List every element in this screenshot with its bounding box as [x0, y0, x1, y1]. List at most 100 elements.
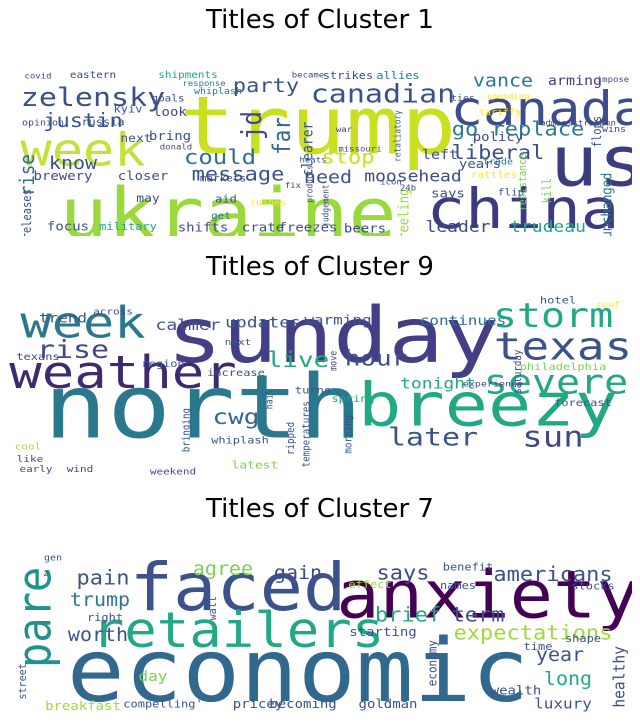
word-russia: russia [81, 116, 124, 128]
word-message: message [192, 163, 285, 185]
word-breezy: breezy [358, 369, 618, 440]
word-donald: donald [160, 142, 192, 151]
word-judgement: judgement [320, 184, 331, 226]
word-z: z [43, 568, 49, 578]
word-shape: shape [565, 631, 601, 644]
word-stop: stop [322, 146, 375, 168]
word-retaliatory: retaliatory [392, 110, 403, 162]
word-military: military [99, 221, 157, 233]
word-pricey: pricey [233, 698, 284, 712]
word-americans: americans [493, 562, 612, 586]
word-trump: trump [70, 589, 130, 611]
word-allies: allies [376, 70, 419, 82]
word-healthy: healthy [610, 646, 629, 708]
word-need: need [304, 168, 352, 187]
word-sun: sun [522, 421, 583, 454]
word-day: day [139, 668, 168, 685]
word-effect: effect [348, 577, 391, 590]
word-time: time [524, 640, 553, 653]
word-know: know [49, 154, 98, 173]
word-cwg: cwg [213, 404, 260, 429]
word-philadelphia: philadelphia [520, 361, 607, 373]
word-canada: canada [450, 81, 632, 136]
word-temperatures: temperatures [301, 401, 313, 467]
word-storm: storm [493, 296, 613, 335]
word-party: party [233, 74, 299, 96]
word-look: look [153, 106, 187, 120]
word-wealth: wealth [491, 684, 542, 698]
word-hour: hour [345, 346, 408, 371]
word-severe: severe [484, 363, 628, 402]
word-long: long [544, 668, 592, 690]
word-tariffs: tariffs [479, 107, 521, 117]
word-warming: warming [304, 313, 371, 328]
word-flops: flops [591, 116, 605, 147]
word-right: right [87, 610, 123, 623]
word-policy: policy [473, 131, 524, 145]
word-weekend: weekend [150, 467, 196, 476]
word-flip: flip [498, 187, 524, 198]
word-next: next [225, 338, 251, 348]
word-forecast: forecast [554, 397, 612, 409]
word-region: region [141, 358, 184, 370]
word-move: move [328, 351, 340, 371]
word-resistance: resistance [517, 153, 530, 211]
word-experience: experience [463, 379, 523, 389]
word-get: get [211, 210, 231, 221]
cluster-7-title: Titles of Cluster 7 [206, 494, 434, 524]
word-unchanged: unchanged [600, 173, 616, 236]
word-us: us [550, 120, 632, 202]
word-goldman: goldman [359, 698, 418, 712]
word-releases: releases [21, 189, 35, 236]
word-goals: goals [151, 93, 184, 104]
word-gain: gain [274, 562, 322, 584]
word-years: years [459, 158, 501, 172]
word-term: term [452, 602, 505, 626]
word-whiplash: whiplash [211, 435, 269, 447]
word-eastern: eastern [70, 70, 116, 81]
word-wind: wind [67, 465, 93, 475]
word-markets: markets [200, 173, 246, 184]
word-rushes: rushes [250, 198, 286, 208]
word-crate: crate [242, 221, 284, 235]
word-focus: focus [47, 220, 89, 234]
word-ties: ties [451, 94, 475, 104]
word-war: war [336, 125, 352, 134]
word-kill: kill [541, 178, 555, 203]
word-pare: pare [9, 567, 62, 668]
word-street: street [17, 663, 30, 699]
cluster-1-title: Titles of Cluster 1 [206, 5, 434, 35]
word-reeling: reeling [397, 189, 413, 236]
word-pain: pain [77, 566, 130, 590]
word-week: week [20, 125, 145, 177]
word-spring: spring [331, 393, 374, 405]
word-north: north [43, 356, 362, 459]
word-tonight: tonight [400, 375, 476, 392]
word-benefit: benefit [443, 560, 494, 573]
word-ripped: ripped [286, 422, 298, 455]
word-becoming: becoming [269, 698, 336, 712]
word-left: left [422, 148, 458, 163]
word-compelling-: compelling' [123, 697, 202, 710]
word-trudeau: trudeau [510, 217, 586, 236]
word-weather: weather [9, 346, 236, 399]
word-ukraine: ukraine [59, 173, 396, 236]
word-calmer: calmer [156, 316, 221, 333]
word-later: later [388, 422, 478, 452]
word-morning: morning [343, 415, 355, 454]
word-gen: gen [44, 553, 62, 563]
word-turns: turns [295, 385, 331, 397]
word-updates: updates [225, 314, 301, 331]
word-opinion: opinion [22, 118, 64, 128]
word-sunday: sunday [167, 290, 499, 380]
word-bringing: bringing [181, 408, 193, 452]
word-missouri: missouri [338, 144, 381, 153]
word-increase: increase [207, 367, 265, 379]
word-arming: arming [548, 74, 602, 89]
word-moosehead: moosehead [364, 167, 461, 186]
word-response: response [182, 79, 225, 88]
word-justin: justin [43, 109, 122, 131]
word-administration: administration [540, 118, 616, 127]
